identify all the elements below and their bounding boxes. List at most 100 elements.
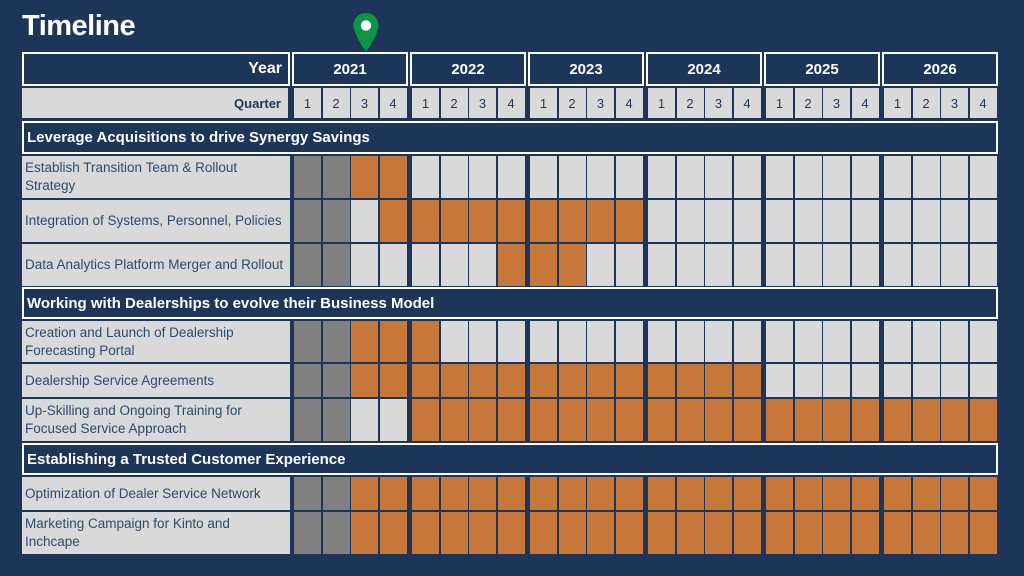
timeline-cell — [294, 200, 321, 242]
timeline-cell — [412, 321, 439, 362]
timeline-cell — [852, 399, 879, 441]
quarter-header-cell: 2 — [677, 88, 704, 118]
timeline-cell — [884, 244, 911, 286]
timeline-cell — [913, 244, 940, 286]
timeline-cell — [380, 399, 407, 441]
timeline-cell — [766, 399, 793, 441]
task-label: Creation and Launch of Dealership Foreca… — [22, 321, 290, 362]
task-label: Marketing Campaign for Kinto and Inchcap… — [22, 512, 290, 554]
quarter-header-cell: 4 — [498, 88, 525, 118]
timeline-cell — [766, 477, 793, 510]
timeline-cell — [766, 364, 793, 397]
timeline-cell — [648, 244, 675, 286]
timeline-cell — [823, 200, 850, 242]
timeline-cell — [294, 364, 321, 397]
timeline-cell — [941, 477, 968, 510]
section-header: Working with Dealerships to evolve their… — [22, 287, 998, 319]
timeline-cell — [648, 321, 675, 362]
quarter-header-cell: 2 — [913, 88, 940, 118]
timeline-cell — [351, 156, 378, 198]
timeline-cell — [412, 156, 439, 198]
timeline-cell — [469, 321, 496, 362]
page-title: Timeline — [22, 10, 135, 43]
year-header-2024: 2024 — [646, 52, 762, 86]
timeline-cell — [587, 156, 614, 198]
quarter-header-cell: 3 — [587, 88, 614, 118]
timeline-cell — [380, 200, 407, 242]
timeline-cell — [351, 399, 378, 441]
timeline-cell — [970, 399, 997, 441]
timeline-cell — [941, 512, 968, 554]
timeline-cell — [852, 244, 879, 286]
timeline-cell — [852, 200, 879, 242]
timeline-cell — [705, 477, 732, 510]
timeline-cell — [941, 156, 968, 198]
quarter-header-cell: 4 — [734, 88, 761, 118]
timeline-cell — [498, 321, 525, 362]
timeline-cell — [587, 200, 614, 242]
timeline-cell — [705, 364, 732, 397]
timeline-cell — [294, 156, 321, 198]
timeline-cell — [970, 364, 997, 397]
timeline-cell — [795, 399, 822, 441]
timeline-cell — [587, 477, 614, 510]
timeline-cell — [498, 512, 525, 554]
timeline-cell — [823, 244, 850, 286]
map-pin-icon — [352, 12, 380, 54]
timeline-cell — [616, 156, 643, 198]
quarter-header-cell: 3 — [705, 88, 732, 118]
timeline-cell — [351, 321, 378, 362]
timeline-cell — [970, 244, 997, 286]
timeline-cell — [970, 512, 997, 554]
timeline-cell — [648, 156, 675, 198]
timeline-cell — [469, 512, 496, 554]
quarter-header-cell: 4 — [616, 88, 643, 118]
timeline-cell — [412, 512, 439, 554]
quarter-header-cell: 3 — [941, 88, 968, 118]
timeline-cell — [913, 156, 940, 198]
timeline-cell — [441, 321, 468, 362]
year-header-2023: 2023 — [528, 52, 644, 86]
timeline-cell — [616, 477, 643, 510]
timeline-cell — [559, 244, 586, 286]
timeline-cell — [648, 477, 675, 510]
timeline-cell — [705, 321, 732, 362]
year-header-2025: 2025 — [764, 52, 880, 86]
timeline-cell — [587, 364, 614, 397]
quarter-header-cell: 2 — [323, 88, 350, 118]
timeline-cell — [616, 244, 643, 286]
quarter-header-cell: 1 — [294, 88, 321, 118]
timeline-cell — [530, 244, 557, 286]
task-label: Dealership Service Agreements — [22, 364, 290, 397]
timeline-cell — [412, 399, 439, 441]
timeline-cell — [970, 477, 997, 510]
timeline-cell — [734, 512, 761, 554]
timeline-cell — [705, 200, 732, 242]
timeline-cell — [766, 512, 793, 554]
timeline-cell — [852, 321, 879, 362]
timeline-cell — [970, 200, 997, 242]
timeline-cell — [852, 156, 879, 198]
timeline-cell — [913, 477, 940, 510]
year-header-2022: 2022 — [410, 52, 526, 86]
timeline-cell — [294, 512, 321, 554]
timeline-cell — [705, 399, 732, 441]
timeline-cell — [823, 477, 850, 510]
quarter-header-cell: 3 — [351, 88, 378, 118]
timeline-cell — [498, 477, 525, 510]
timeline-cell — [351, 200, 378, 242]
timeline-cell — [648, 399, 675, 441]
timeline-cell — [616, 200, 643, 242]
timeline-cell — [913, 200, 940, 242]
timeline-cell — [734, 321, 761, 362]
quarter-header-cell: 4 — [852, 88, 879, 118]
timeline-cell — [884, 477, 911, 510]
timeline-cell — [469, 364, 496, 397]
quarter-header-cell: 3 — [823, 88, 850, 118]
timeline-cell — [530, 399, 557, 441]
timeline-cell — [559, 156, 586, 198]
timeline-cell — [913, 399, 940, 441]
task-label: Establish Transition Team & Rollout Stra… — [22, 156, 290, 198]
timeline-cell — [559, 200, 586, 242]
quarter-header-cell: 1 — [884, 88, 911, 118]
